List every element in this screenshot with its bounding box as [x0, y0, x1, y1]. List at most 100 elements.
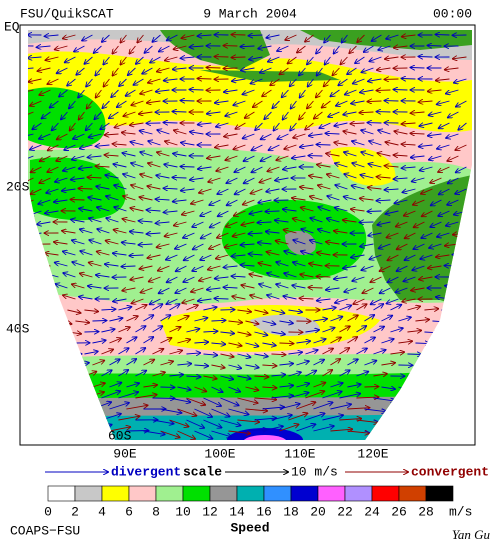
wind-vector [368, 211, 382, 212]
wind-vector [122, 133, 136, 135]
wind-vector [79, 209, 93, 212]
wind-vector [458, 122, 467, 130]
wind-vector [169, 375, 183, 377]
wind-vector [86, 122, 93, 130]
wind-vector [339, 305, 351, 311]
wind-vector [449, 386, 462, 391]
wind-vector [415, 320, 429, 322]
wind-vector [94, 45, 102, 53]
wind-vector [126, 431, 148, 432]
wind-vector [67, 78, 76, 86]
wind-vector [152, 34, 161, 42]
wind-vector [362, 287, 374, 293]
wind-vector [57, 67, 68, 73]
wind-vector [394, 155, 408, 156]
wind-vector [237, 332, 250, 335]
wind-vector [100, 122, 110, 129]
wind-vector [55, 263, 68, 267]
wind-vector [75, 385, 88, 387]
wind-vector [385, 166, 399, 167]
wind-vector [429, 243, 442, 248]
wind-vector [448, 177, 459, 183]
wind-vector [126, 383, 139, 388]
wind-vector [38, 199, 51, 204]
wind-vector [104, 78, 110, 87]
wind-vector [339, 394, 360, 399]
wind-vector [361, 175, 374, 178]
wind-vector [232, 276, 246, 277]
wind-vector [173, 154, 187, 157]
wind-vector [198, 299, 212, 301]
wind-vector [89, 133, 102, 137]
wind-vector [140, 174, 153, 179]
wind-vector [405, 232, 416, 238]
colorbar-tick: 24 [364, 504, 380, 519]
wind-vector [317, 67, 323, 76]
wind-vector [67, 374, 80, 376]
wind-vector [50, 332, 63, 335]
wind-vector [156, 199, 170, 200]
wind-vector [271, 310, 284, 313]
wind-vector [72, 284, 85, 289]
wind-vector [210, 221, 221, 227]
wind-vector [438, 210, 450, 216]
wind-vector [150, 56, 161, 63]
wind-vector [373, 327, 384, 333]
wind-vector [245, 342, 258, 346]
wind-vector [325, 56, 331, 65]
wind-vector [245, 365, 258, 368]
wind-vector [258, 263, 272, 266]
wind-vector [134, 78, 144, 85]
wind-vector [194, 430, 212, 439]
wind-vector [211, 386, 222, 392]
wind-vector [28, 79, 42, 82]
wind-vector [267, 252, 280, 255]
wind-vector [38, 68, 51, 71]
wind-vector [160, 315, 170, 322]
wind-vector [137, 34, 144, 43]
colorbar-cell [317, 485, 346, 502]
wind-vector [96, 89, 102, 98]
wind-vector [186, 329, 199, 332]
wind-vector [283, 167, 297, 169]
wind-vector [101, 329, 114, 332]
wind-vector [454, 295, 467, 300]
wind-vector [272, 100, 280, 108]
wind-vector [140, 131, 153, 135]
wind-vector [429, 155, 442, 160]
wind-vector [339, 370, 349, 377]
wind-vector [59, 89, 68, 97]
wind-vector [63, 34, 76, 39]
wind-vector [88, 156, 102, 157]
wind-vector [84, 351, 97, 354]
wind-vector [215, 145, 229, 147]
wind-vector [334, 123, 348, 126]
wind-vector [251, 188, 263, 194]
wind-vector [241, 265, 255, 266]
wind-vector [102, 100, 110, 108]
wind-vector [378, 45, 391, 50]
wind-vector [432, 386, 443, 392]
wind-vector [466, 364, 472, 367]
wind-vector [446, 133, 459, 138]
wind-vector [80, 144, 93, 149]
wind-vector [198, 167, 212, 169]
wind-vector [228, 321, 242, 323]
wind-vector [381, 430, 399, 439]
wind-vector [441, 310, 455, 311]
wind-vector [41, 387, 54, 390]
wind-vector [182, 210, 195, 215]
wind-vector [55, 177, 68, 182]
wind-vector [262, 321, 275, 324]
wind-vector [109, 111, 119, 118]
wind-vector [211, 365, 224, 368]
wind-vector [279, 404, 299, 410]
wind-vector [407, 330, 421, 332]
wind-vector [148, 163, 161, 168]
wind-vector [412, 177, 425, 182]
wind-vector [253, 100, 263, 107]
wind-vector [216, 166, 229, 171]
wind-vector [466, 407, 472, 410]
colorbar: 0 2 4 6 8 10 12 14 16 18 20 22 24 26 28 m/s [44, 485, 472, 519]
wind-vector [336, 100, 348, 106]
